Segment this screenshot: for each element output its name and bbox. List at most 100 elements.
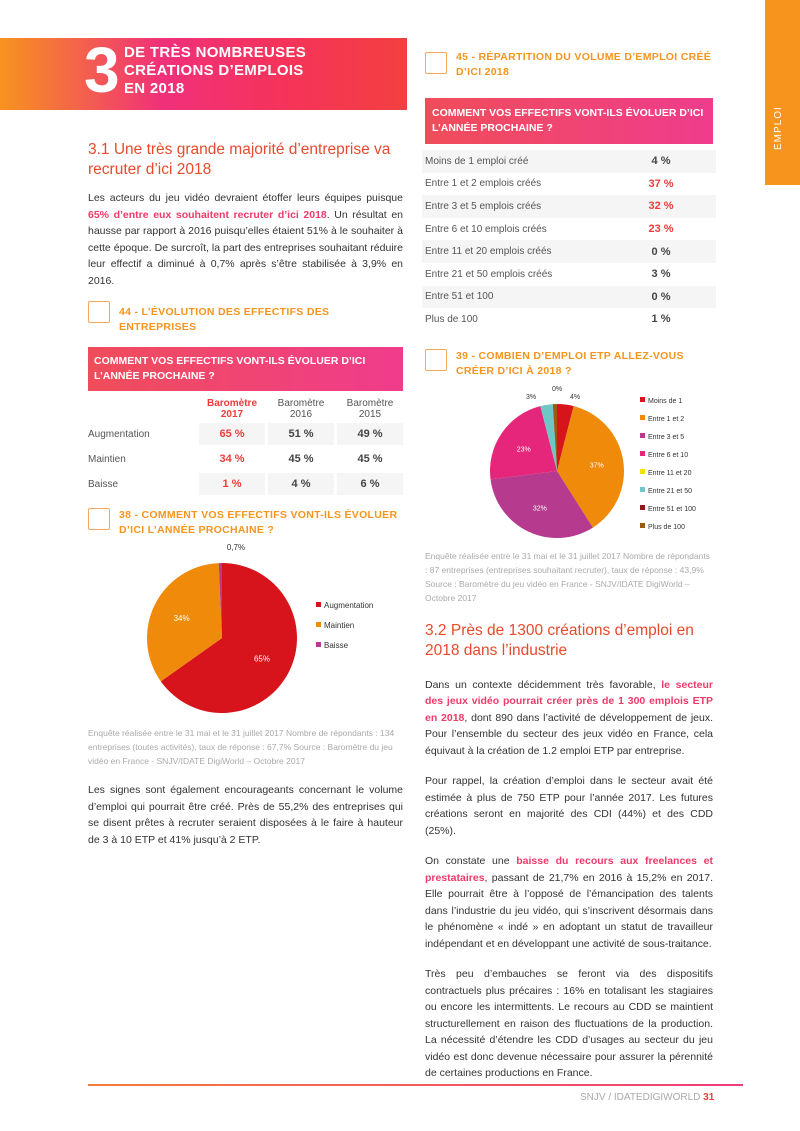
table-row: Entre 11 et 20 emplois créés 0 % <box>422 240 716 263</box>
pie-slice-2 <box>218 563 222 638</box>
pie-slice-5 <box>540 403 557 471</box>
fig44-table: Baromètre 2017 Baromètre 2016 Baromètre 20… <box>85 395 406 498</box>
column-header: Baromètre 2015 <box>346 398 394 420</box>
data-label: 3% <box>526 394 536 401</box>
fig44-question: COMMENT VOS EFFECTIFS VONT-ILS ÉVOLUER D… <box>88 347 403 391</box>
row-label: Entre 51 et 100 <box>422 285 606 309</box>
row-label: Entre 3 et 5 emplois créés <box>422 195 606 218</box>
row-value: 32 % <box>606 195 716 218</box>
chapter-banner <box>0 38 407 110</box>
fig39-source: Enquête réalisée entre le 31 mai et le 3… <box>425 550 710 603</box>
legend-swatch <box>316 642 321 647</box>
table-row: Entre 21 et 50 emplois créés 3 % <box>422 263 716 286</box>
chart-line-icon <box>425 348 447 371</box>
legend-label: Moins de 1 <box>648 398 682 405</box>
legend-swatch <box>640 522 645 528</box>
legend-swatch <box>640 414 645 420</box>
chapter-number: 3 <box>84 34 120 106</box>
data-label: 0% <box>552 386 562 393</box>
row-value: 0 % <box>606 240 716 263</box>
section-3-1-title: 3.1 Une très grande majorité d’entrepris… <box>88 141 391 178</box>
data-label: 37% <box>590 462 604 469</box>
column-header: Baromètre 2017 <box>206 398 258 420</box>
legend-swatch <box>640 396 645 402</box>
section-3-1-paragraph-2: Les signes sont également encourageants … <box>88 784 403 846</box>
data-label: 0,7% <box>227 543 245 552</box>
legend-swatch <box>316 602 321 607</box>
row-label: Entre 21 et 50 emplois créés <box>425 268 553 280</box>
legend-label: Maintien <box>324 621 354 630</box>
section-3-1-paragraph: Les acteurs du jeu vidéo devraient étoff… <box>88 192 403 287</box>
legend-swatch <box>640 468 645 474</box>
section-3-2-paragraph-3: On constate une baisse du recours aux fr… <box>425 855 713 950</box>
fig44-title: 44 - L’ÉVOLUTION DES EFFECTIFS DES ENTRE… <box>119 306 330 333</box>
table-row: Baisse 1 % 4 % 6 % <box>88 473 403 495</box>
footer-divider <box>88 1084 743 1086</box>
left-column: 3.1 Une très grande majorité d’entrepris… <box>88 140 403 848</box>
data-label: 65% <box>254 655 270 664</box>
row-value: 0 % <box>606 285 716 309</box>
row-value: 4 % <box>606 150 716 173</box>
legend-swatch <box>640 504 645 510</box>
section-tab: EMPLOI <box>765 0 800 185</box>
footer: SNJV / IDATEDIGIWORLD 31 <box>580 1092 715 1103</box>
row-value: 3 % <box>651 268 671 281</box>
fig45-table: Moins de 1 emploi créé 4 % Entre 1 et 2 em… <box>422 150 716 331</box>
legend-label: Entre 3 et 5 <box>648 434 684 441</box>
pie-slice-1 <box>146 563 222 682</box>
row-label: Moins de 1 emploi créé <box>422 150 606 173</box>
table-row: Augmentation 65 % 51 % 49 % <box>88 423 403 445</box>
data-label: 4% <box>570 394 580 401</box>
legend-label: Plus de 100 <box>648 524 685 531</box>
pie-slice-0 <box>557 403 574 471</box>
row-value: 23 % <box>648 223 674 236</box>
pie-slice-2 <box>490 470 593 538</box>
pie-slice-0 <box>160 563 298 713</box>
legend-swatch <box>640 432 645 438</box>
legend-label: Entre 6 et 10 <box>648 452 688 459</box>
table-icon <box>88 301 110 323</box>
row-label: Entre 11 et 20 emplois créés <box>422 240 606 263</box>
fig38-header: 38 - COMMENT VOS EFFECTIFS VONT-ILS ÉVOL… <box>88 508 403 538</box>
legend-label: Entre 21 et 50 <box>648 488 692 495</box>
legend-label: Entre 51 et 100 <box>648 506 696 513</box>
table-row: Maintien 34 % 45 % 45 % <box>88 453 383 465</box>
table-row: Entre 6 et 10 emplois créés 23 % <box>422 218 716 241</box>
data-label: 32% <box>533 505 547 512</box>
fig38-pie-chart: 65% Augmentation 34% Maintien 0,7% Baisse <box>146 543 373 713</box>
section-3-2-title: 3.2 Près de 1300 créations d’emploi en 2… <box>425 621 694 659</box>
fig44-header: 44 - L’ÉVOLUTION DES EFFECTIFS DES ENTRE… <box>88 301 403 335</box>
pie-slice-7 <box>552 403 557 471</box>
data-label: 34% <box>174 614 190 623</box>
row-label: Entre 6 et 10 emplois créés <box>425 223 547 235</box>
legend-label: Baisse <box>324 641 349 650</box>
legend-swatch <box>640 486 645 492</box>
section-3-2-paragraph-2: Pour rappel, la création d’emploi dans l… <box>425 775 713 837</box>
fig39-header: 39 - COMBIEN D’EMPLOI ETP ALLEZ-VOUS CRÉ… <box>425 348 713 379</box>
chapter-title: DE TRÈS NOMBREUSES CRÉATIONS D’EMPLOIS E… <box>124 44 307 97</box>
table-row: Entre 51 et 100 0 % <box>422 285 716 309</box>
row-value: 37 % <box>648 177 674 190</box>
row-value: 1 % <box>651 313 671 326</box>
legend-swatch <box>316 622 321 627</box>
fig45-header: 45 - RÉPARTITION DU VOLUME D’EMPLOI CRÉÉ… <box>425 50 713 80</box>
fig38-source: Enquête réalisée entre le 31 mai et le 3… <box>88 728 395 766</box>
fig38-title: 38 - COMMENT VOS EFFECTIFS VONT-ILS ÉVOL… <box>119 509 398 536</box>
section-3-2-paragraph-4: Très peu d’embauches se feront via des d… <box>425 968 713 1080</box>
fig39-pie-chart: 4% Moins de 1 37% Entre 1 et 2 32% Entre 3 et… <box>490 386 696 538</box>
pie-slice-1 <box>557 405 624 528</box>
table-row: Plus de 100 1 % <box>422 308 716 331</box>
legend-label: Augmentation <box>324 601 373 610</box>
table-icon <box>425 52 447 74</box>
legend-label: Entre 11 et 20 <box>648 470 692 477</box>
chart-line-icon <box>88 508 110 530</box>
table-row: Entre 1 et 2 emplois créés 37 % <box>422 173 716 196</box>
fig45-question: COMMENT VOS EFFECTIFS VONT-ILS ÉVOLUER D… <box>425 98 713 144</box>
fig39-title: 39 - COMBIEN D’EMPLOI ETP ALLEZ-VOUS CRÉ… <box>456 349 684 377</box>
table-row: Entre 3 et 5 emplois créés 32 % <box>422 195 716 218</box>
section-3-2-paragraph-1: Dans un contexte décidemment très favora… <box>425 678 714 757</box>
row-label: Plus de 100 <box>425 313 478 325</box>
right-column: 45 - RÉPARTITION DU VOLUME D’EMPLOI CRÉÉ… <box>422 50 716 1082</box>
legend-swatch <box>640 450 645 456</box>
column-header: Baromètre 2016 <box>277 398 325 420</box>
